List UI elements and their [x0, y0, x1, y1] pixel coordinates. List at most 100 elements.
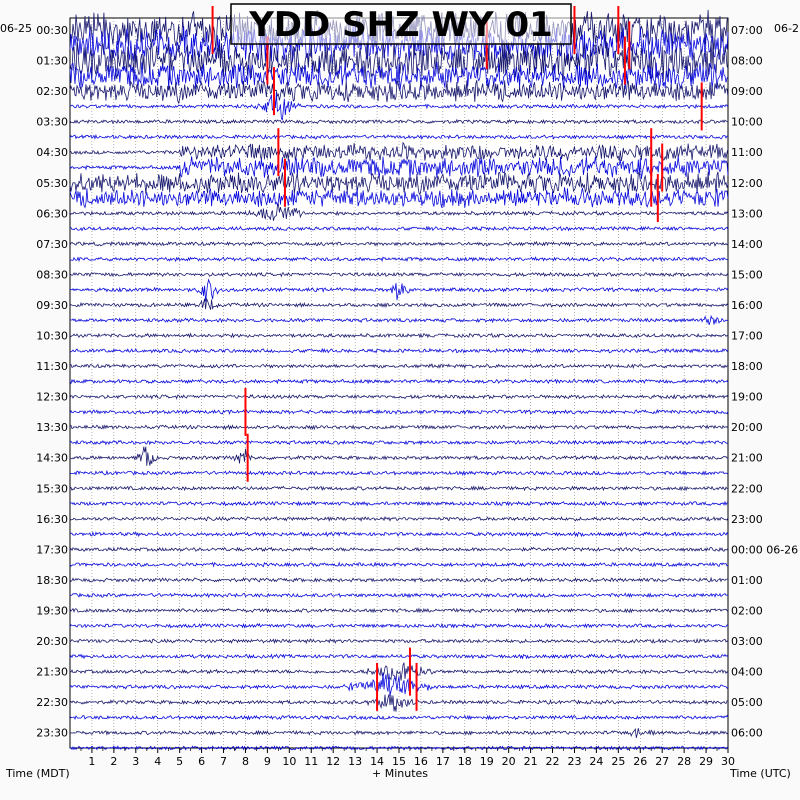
seismic-traces — [69, 9, 729, 752]
x-tick-label: 11 — [304, 755, 318, 768]
trace-line — [69, 622, 729, 629]
x-tick-label: 9 — [264, 755, 271, 768]
x-tick-label: 30 — [721, 755, 735, 768]
left-time-label: 13:30 — [36, 421, 68, 434]
right-time-label: 13:00 — [731, 207, 763, 220]
left-time-label: 17:30 — [36, 543, 68, 556]
right-time-label: 11:00 — [731, 146, 763, 159]
x-tick-label: 29 — [699, 755, 713, 768]
right-time-label: 16:00 — [731, 299, 763, 312]
left-time-label: 12:30 — [36, 391, 68, 404]
x-tick-label: 2 — [110, 755, 117, 768]
trace-line — [69, 672, 729, 696]
trace-line — [69, 187, 729, 209]
trace-line — [69, 393, 729, 400]
right-time-label: 00:00 06-26 — [731, 543, 798, 556]
trace-line — [70, 314, 729, 326]
trace-line — [69, 516, 729, 522]
x-tick-label: 13 — [348, 755, 362, 768]
trace-line — [69, 607, 729, 614]
trace-line — [69, 61, 729, 91]
x-tick-label: 16 — [414, 755, 428, 768]
trace-line — [69, 225, 729, 232]
right-time-label: 03:00 — [731, 635, 763, 648]
x-tick-label: 14 — [370, 755, 384, 768]
trace-line — [69, 133, 729, 140]
x-tick-label: 15 — [392, 755, 406, 768]
right-time-label: 06:00 — [731, 727, 763, 740]
x-axis-title: + Minutes — [372, 767, 428, 780]
trace-line — [69, 79, 729, 105]
x-tick-label: 26 — [633, 755, 647, 768]
right-time-label: 01:00 — [731, 574, 763, 587]
right-time-label: 20:00 — [731, 421, 763, 434]
start-date-right: 06-2 — [774, 22, 799, 35]
trace-line — [69, 714, 729, 721]
trace-line — [69, 469, 729, 477]
left-time-label: 20:30 — [36, 635, 68, 648]
right-time-label: 12:00 — [731, 177, 763, 190]
trace-line — [69, 546, 729, 553]
x-tick-label: 18 — [458, 755, 472, 768]
x-tick-label: 1 — [88, 755, 95, 768]
trace-line — [69, 424, 729, 431]
trace-line — [69, 653, 729, 660]
trace-line — [69, 271, 729, 278]
plot-area — [69, 17, 729, 749]
x-axis-ticks: 1 2 3 4 5 6 7 8 9 10 11 12 13 14 15 16 17 18 19 20 21 22 23 24 2… — [80, 748, 735, 768]
left-axis-title: Time (MDT) — [5, 767, 70, 780]
left-time-labels: 00:30 01:30 02:30 03:30 04:30 05:30 06:30 07:30… — [36, 24, 68, 740]
trace-line — [69, 141, 729, 162]
left-time-label: 23:30 — [36, 727, 68, 740]
x-tick-label: 7 — [220, 755, 227, 768]
x-tick-label: 25 — [611, 755, 625, 768]
chart-title: YDD SHZ WY 01 — [248, 5, 553, 45]
trace-line — [69, 297, 729, 311]
trace-line — [69, 378, 729, 385]
left-time-label: 10:30 — [36, 330, 68, 343]
x-tick-label: 27 — [655, 755, 669, 768]
right-axis-title: Time (UTC) — [729, 767, 791, 780]
left-time-label: 21:30 — [36, 666, 68, 679]
trace-line — [69, 446, 729, 466]
x-tick-label: 17 — [436, 755, 450, 768]
x-tick-label: 12 — [326, 755, 340, 768]
left-time-label: 16:30 — [36, 513, 68, 526]
left-time-label: 14:30 — [36, 452, 68, 465]
right-time-label: 14:00 — [731, 238, 763, 251]
right-time-label: 04:00 — [731, 666, 763, 679]
trace-line — [69, 694, 729, 712]
left-time-label: 02:30 — [36, 85, 68, 98]
right-time-label: 23:00 — [731, 513, 763, 526]
trace-line — [69, 439, 729, 446]
left-time-label: 07:30 — [36, 238, 68, 251]
x-tick-label: 6 — [198, 755, 205, 768]
trace-line — [69, 561, 729, 568]
trace-line — [69, 256, 729, 263]
left-time-label: 08:30 — [36, 268, 68, 281]
x-tick-label: 23 — [567, 755, 581, 768]
x-tick-label: 4 — [154, 755, 161, 768]
left-time-label: 15:30 — [36, 482, 68, 495]
trace-line — [69, 576, 729, 583]
trace-line — [69, 727, 729, 738]
trace-line — [69, 500, 729, 507]
trace-line — [69, 531, 729, 538]
right-time-label: 15:00 — [731, 268, 763, 281]
x-tick-label: 3 — [132, 755, 139, 768]
right-time-label: 02:00 — [731, 605, 763, 618]
trace-line — [69, 485, 728, 492]
x-tick-label: 21 — [524, 755, 538, 768]
right-time-label: 21:00 — [731, 452, 763, 465]
right-time-label: 10:00 — [731, 116, 763, 129]
trace-line — [69, 363, 729, 370]
trace-line — [69, 171, 729, 196]
trace-line — [69, 408, 729, 416]
start-date-left: 06-25 — [0, 22, 32, 35]
trace-line — [69, 662, 729, 682]
x-tick-label: 24 — [589, 755, 603, 768]
trace-line — [69, 240, 729, 247]
title-box — [230, 3, 572, 45]
trace-line — [69, 202, 729, 221]
trace-line — [69, 347, 729, 354]
